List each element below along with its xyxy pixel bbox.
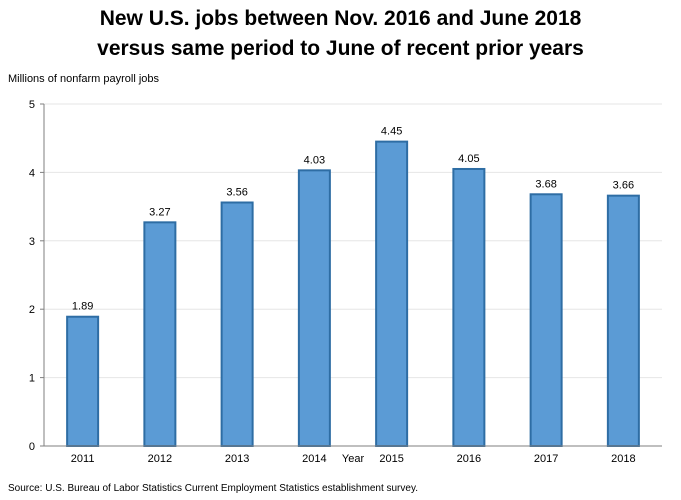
- y-tick-label: 4: [29, 167, 35, 179]
- bar-2013: [220, 201, 254, 447]
- chart-title-line-1: New U.S. jobs between Nov. 2016 and June…: [99, 7, 582, 30]
- bar-2016: [452, 167, 486, 447]
- data-label-2016: 4.05: [458, 153, 479, 165]
- bar-2017: [529, 193, 563, 447]
- bar-2015: [375, 140, 409, 447]
- y-tick-label: 0: [29, 441, 35, 453]
- y-tick-label: 5: [29, 99, 35, 111]
- axes: [43, 104, 662, 447]
- y-axis-label: Millions of nonfarm payroll jobs: [8, 73, 160, 85]
- data-label-2017: 3.68: [535, 178, 556, 190]
- x-axis-title: Year: [342, 453, 365, 465]
- x-tick-label: 2013: [225, 453, 249, 465]
- y-tick-label: 3: [29, 236, 35, 248]
- data-label-2011: 1.89: [72, 301, 93, 313]
- x-tick-label: 2018: [611, 453, 635, 465]
- data-label-2018: 3.66: [613, 180, 634, 192]
- data-label-2014: 4.03: [304, 154, 325, 166]
- bar-2011: [66, 315, 100, 447]
- x-tick-label: 2012: [148, 453, 172, 465]
- chart-title-line-2: versus same period to June of recent pri…: [97, 37, 584, 60]
- bar-2014: [297, 169, 331, 448]
- bar-2012: [143, 221, 177, 447]
- x-tick-label: 2016: [457, 453, 481, 465]
- data-label-2013: 3.56: [226, 186, 247, 198]
- bars: [66, 140, 640, 448]
- gridlines: [40, 103, 662, 447]
- y-tick-label: 2: [29, 304, 35, 316]
- y-tick-label: 1: [29, 373, 35, 385]
- x-tick-label: 2017: [534, 453, 558, 465]
- bar-2018: [606, 194, 640, 447]
- x-tick-label: 2014: [302, 453, 326, 465]
- labels: 0 1 2 3 4 5 1.89 2011 3.27 2012 3.56 2013 4.03 2014 4.…: [29, 99, 636, 465]
- source-note: Source: U.S. Bureau of Labor Statistics …: [8, 483, 418, 494]
- x-tick-label: 2011: [71, 453, 95, 465]
- data-label-2012: 3.27: [149, 206, 170, 218]
- x-tick-label: 2015: [379, 453, 403, 465]
- data-label-2015: 4.45: [381, 126, 402, 138]
